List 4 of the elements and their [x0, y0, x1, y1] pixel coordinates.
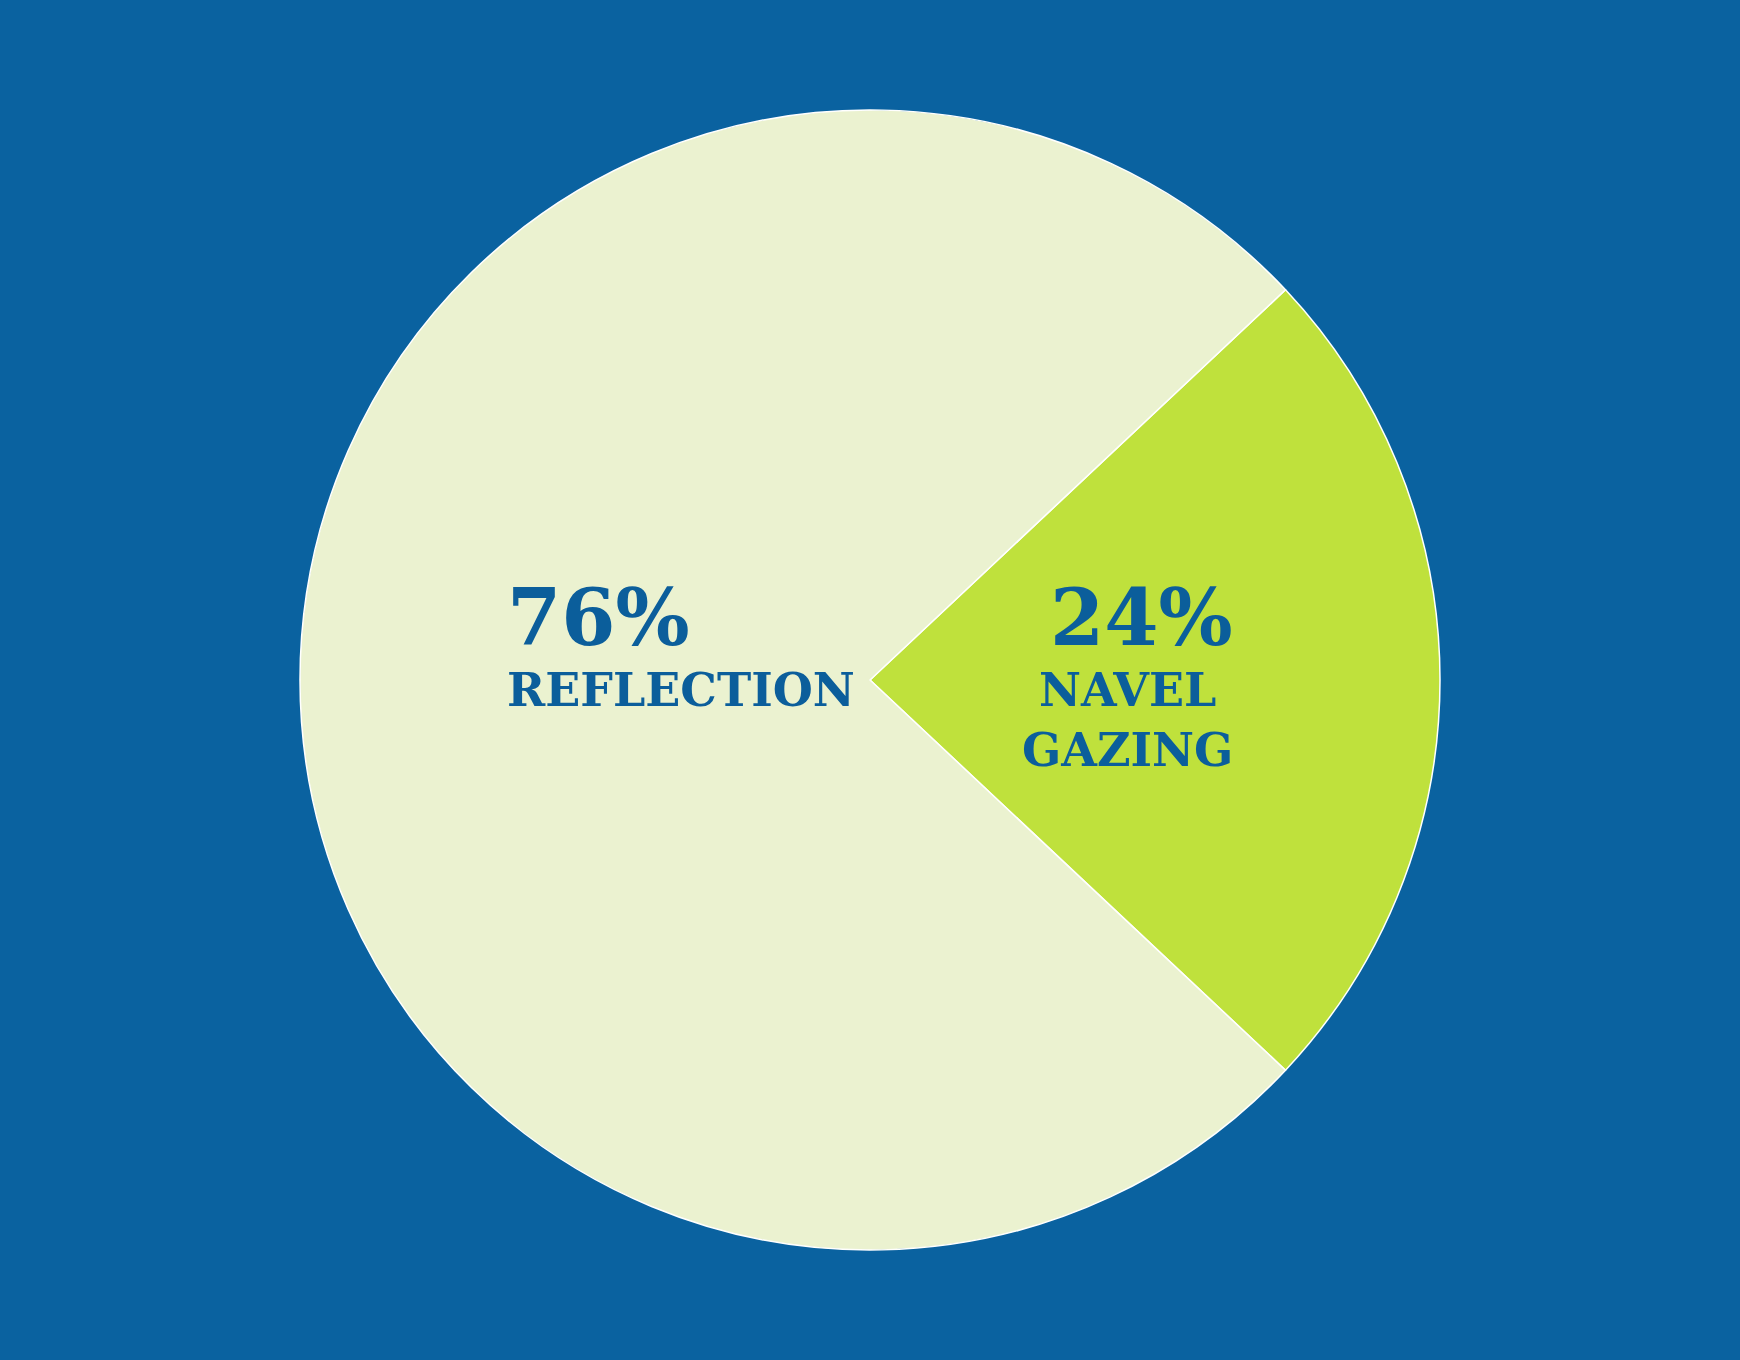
slice-label: NAVEL GAZING — [1022, 663, 1234, 777]
data-label: 76% — [507, 572, 690, 663]
slice-label: REFLECTION — [507, 663, 855, 717]
data-label: 24% — [1050, 572, 1233, 663]
